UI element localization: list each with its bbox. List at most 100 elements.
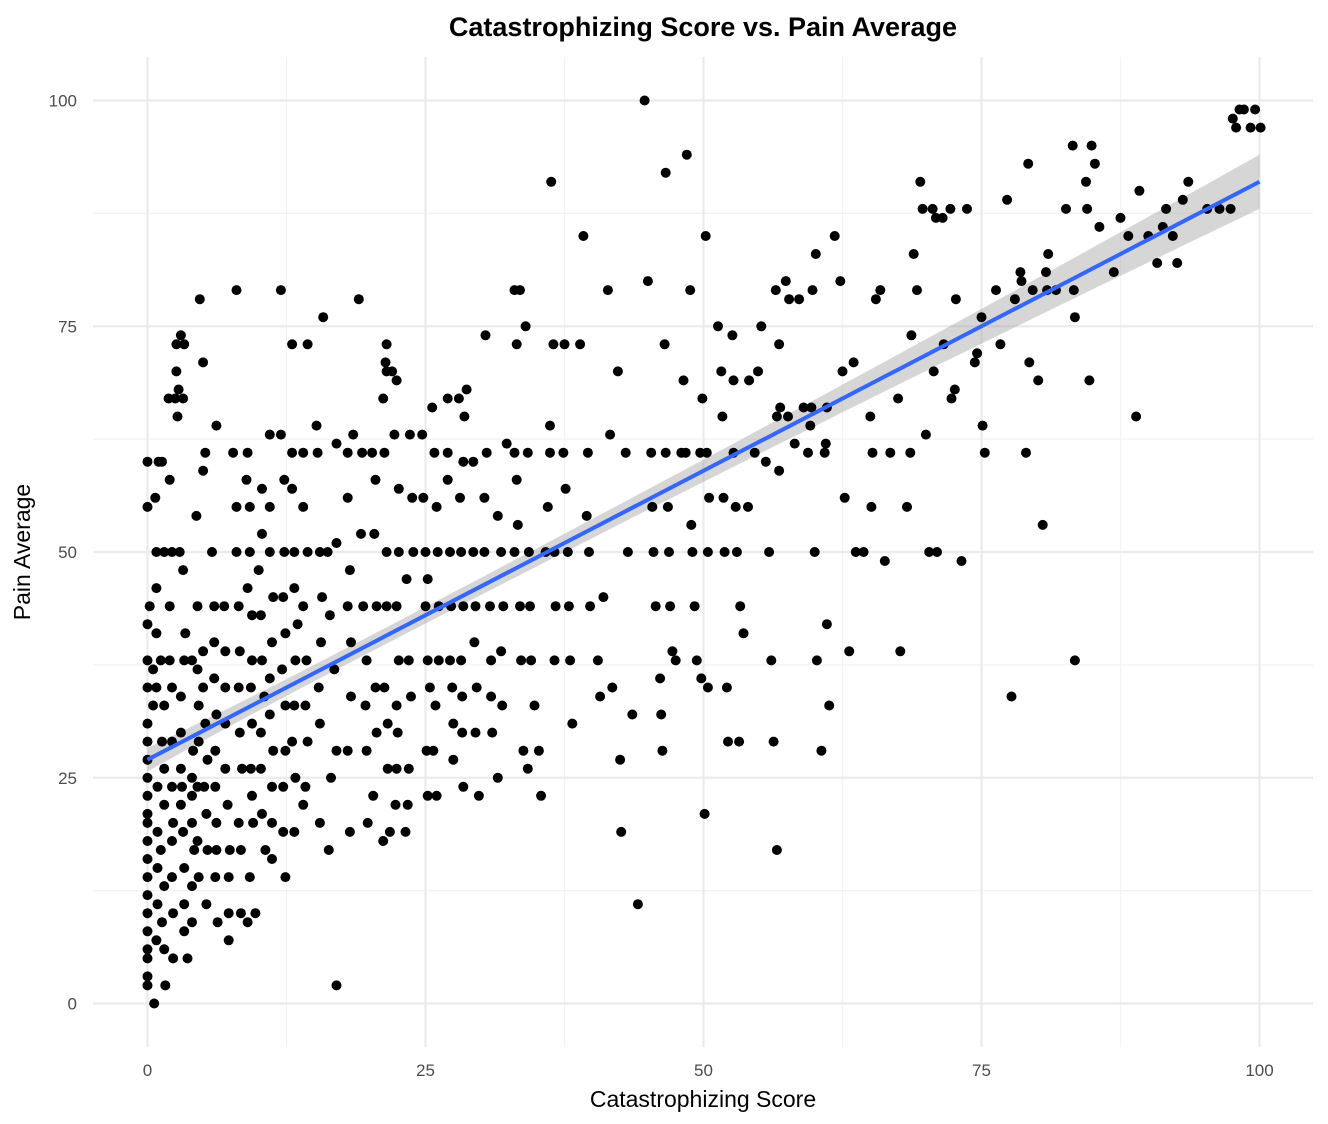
y-tick-label: 25	[58, 769, 77, 788]
data-point	[300, 781, 311, 792]
data-point	[794, 294, 805, 305]
data-point	[198, 682, 209, 693]
data-point	[257, 655, 267, 666]
data-point	[302, 736, 313, 747]
data-point	[789, 438, 800, 449]
data-point	[233, 817, 244, 828]
data-point	[835, 276, 846, 287]
data-point	[142, 953, 153, 964]
data-point	[945, 203, 956, 214]
data-point	[470, 727, 481, 738]
data-point	[807, 285, 818, 296]
y-axis-ticks: 0 25 50 75 100	[49, 92, 77, 1014]
data-point	[487, 727, 498, 738]
data-point	[962, 203, 972, 214]
data-point	[995, 339, 1006, 350]
data-point	[371, 601, 382, 612]
data-point	[442, 393, 453, 404]
data-point	[678, 375, 689, 386]
data-point	[893, 393, 904, 404]
data-point	[486, 655, 497, 666]
data-point	[210, 872, 221, 883]
data-point	[142, 772, 153, 783]
data-point	[223, 935, 234, 946]
data-point	[497, 700, 508, 711]
data-point	[420, 601, 431, 612]
data-point	[346, 691, 356, 702]
data-point	[187, 790, 197, 801]
data-point	[1152, 258, 1163, 268]
data-point	[391, 375, 402, 386]
data-point	[152, 899, 163, 910]
data-point	[545, 447, 555, 458]
data-point	[430, 700, 441, 711]
data-point	[244, 872, 255, 883]
data-point	[222, 799, 233, 810]
data-point	[915, 176, 926, 187]
data-point	[301, 655, 312, 666]
data-point	[824, 700, 835, 711]
data-point	[458, 781, 469, 792]
data-point	[241, 474, 252, 485]
data-point	[231, 285, 242, 296]
data-point	[1177, 194, 1188, 205]
data-point	[565, 655, 576, 666]
data-point	[244, 501, 255, 512]
data-point	[662, 501, 673, 512]
data-point	[361, 655, 372, 666]
data-point	[142, 655, 153, 666]
data-point	[616, 826, 627, 837]
data-point	[267, 854, 277, 864]
data-point	[1134, 185, 1145, 196]
data-point	[665, 601, 676, 612]
data-point	[447, 682, 458, 693]
data-point	[219, 601, 230, 612]
data-point	[492, 510, 503, 521]
data-point	[257, 483, 267, 494]
data-point	[956, 556, 967, 566]
data-point	[192, 836, 203, 846]
data-point	[700, 231, 711, 241]
data-point	[209, 637, 220, 648]
data-point	[920, 429, 931, 440]
data-point	[255, 610, 266, 621]
data-point	[648, 547, 659, 557]
data-point	[210, 781, 221, 792]
data-point	[192, 664, 203, 675]
data-point	[255, 763, 266, 774]
data-point	[721, 682, 732, 693]
data-point	[602, 285, 613, 296]
data-point	[1082, 203, 1093, 214]
data-point	[247, 610, 257, 621]
data-point	[743, 501, 753, 512]
data-point	[172, 411, 183, 422]
data-point	[1172, 258, 1183, 268]
data-point	[492, 772, 503, 783]
data-point	[408, 547, 419, 557]
data-point	[731, 547, 742, 557]
data-point	[367, 447, 378, 458]
data-point	[429, 447, 440, 458]
data-point	[780, 276, 791, 287]
data-point	[275, 429, 286, 440]
data-point	[324, 610, 335, 621]
data-point	[379, 447, 390, 458]
data-point	[850, 547, 861, 557]
data-point	[157, 736, 167, 747]
data-point	[1069, 312, 1080, 323]
data-point	[234, 646, 245, 657]
data-point	[756, 321, 767, 332]
data-point	[370, 682, 381, 693]
data-point	[313, 682, 324, 693]
data-point	[427, 402, 438, 413]
data-point	[180, 628, 191, 639]
data-point	[461, 384, 472, 395]
data-point	[820, 438, 831, 449]
data-point	[685, 285, 696, 296]
data-point	[298, 501, 309, 512]
data-point	[783, 411, 793, 422]
data-point	[142, 501, 153, 512]
data-point	[1043, 249, 1054, 259]
data-point	[403, 763, 414, 774]
data-point	[581, 510, 592, 521]
